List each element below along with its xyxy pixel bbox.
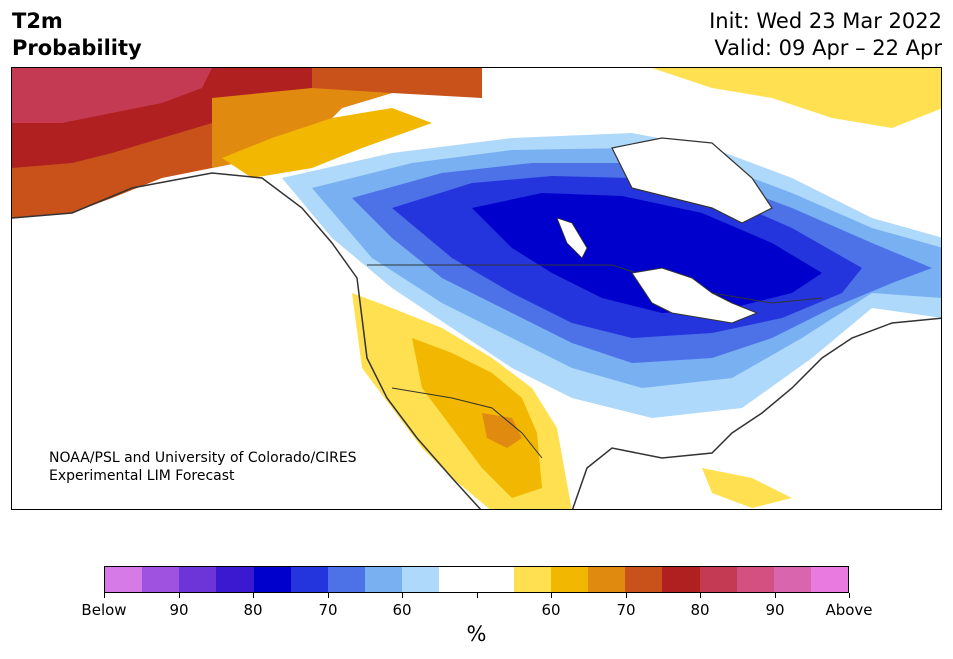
colorbar-segment [179,567,217,592]
unit-label: % [466,622,487,646]
colorbar-segment [625,567,663,592]
title-type: Probability [12,36,142,60]
colorbar-segment [142,567,180,592]
colorbar-segment [216,567,254,592]
great-lakes [631,267,759,324]
colorbar-tick [551,593,552,598]
coastline-west [12,172,482,509]
colorbar-ticks [0,593,953,601]
colorbar-tick [700,593,701,598]
colorbar-tick [775,593,776,598]
mexico-orange [482,413,522,448]
alaska-red-field [12,68,212,123]
probability-map [12,68,941,509]
colorbar-tick-label: Above [825,601,873,619]
map-frame [11,67,942,510]
colorbar-segment [105,567,143,592]
colorbar-segment [736,567,774,592]
yukon-yellow [222,108,432,178]
coastline-east [571,317,941,509]
colorbar-tick-label: 60 [541,601,561,619]
colorbar-segment [253,567,291,592]
credit: NOAA/PSL and University of Colorado/CIRE… [49,449,357,485]
colorbar-tick-label: 60 [392,601,412,619]
colorbar-segment [773,567,811,592]
southwest-gold [412,338,542,498]
colorbar-tick [477,593,478,598]
colorbar-tick [626,593,627,598]
colorbar-segment [699,567,737,592]
colorbar-tick [328,593,329,598]
colorbar-segment [476,567,514,592]
colorbar-segment [588,567,626,592]
colorbar-tick-label: 90 [765,601,785,619]
colorbar-segment [365,567,403,592]
colorbar-tick [104,593,105,598]
colorbar-tick [179,593,180,598]
colorbar-tick [849,593,850,598]
credit-line1: NOAA/PSL and University of Colorado/CIRE… [49,450,357,466]
hudson-bay [611,137,773,224]
colorbar-tick-label: 80 [690,601,710,619]
arctic-yellow [652,68,941,128]
title-left: T2m Probability [12,8,142,62]
colorbar-segment [327,567,366,592]
colorbar-segment [810,567,849,592]
colorbar-segment [290,567,328,592]
colorbar-tick-label: 90 [169,601,189,619]
us-mexico-border [391,387,543,459]
colorbar [104,566,849,593]
colorbar-tick [402,593,403,598]
credit-line2: Experimental LIM Forecast [49,468,235,484]
colorbar-segment [662,567,700,592]
colorbar-segment [402,567,440,592]
colorbar-segment [550,567,589,592]
caribbean-yellow [702,468,792,508]
title-right: Init: Wed 23 Mar 2022 Valid: 09 Apr – 22… [709,8,942,62]
colorbar-tick-label: 80 [243,601,263,619]
title-variable: T2m [12,9,63,33]
lake-winnipeg [556,217,588,259]
colorbar-tick-label: Below [81,601,127,619]
colorbar-tick [253,593,254,598]
colorbar-segment [439,567,477,592]
init-date: Init: Wed 23 Mar 2022 [709,9,942,33]
valid-range: Valid: 09 Apr – 22 Apr [714,36,942,60]
colorbar-tick-label: 70 [616,601,636,619]
colorbar-tick-label: 70 [318,601,338,619]
colorbar-segment [513,567,551,592]
